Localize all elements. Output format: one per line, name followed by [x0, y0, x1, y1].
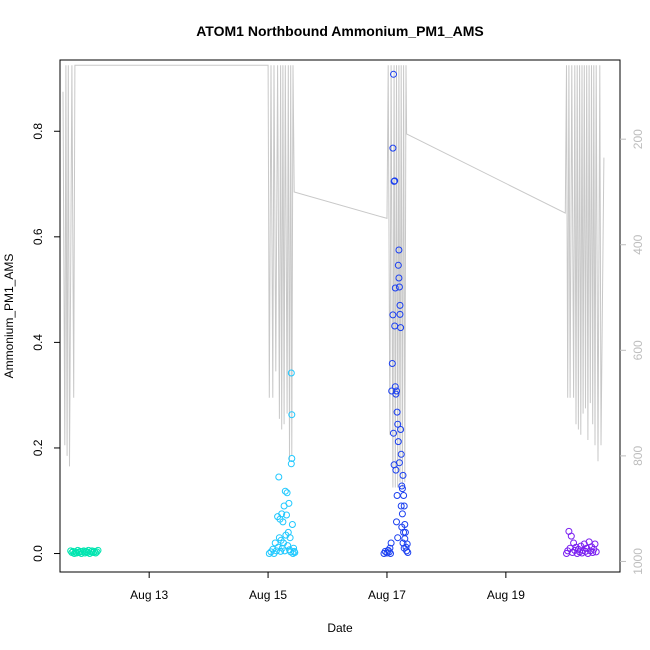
data-point — [396, 301, 404, 309]
data-point — [401, 528, 409, 536]
data-point — [388, 360, 396, 367]
y-tick-label: 0.4 — [31, 334, 45, 351]
data-point — [395, 459, 403, 467]
data-point — [393, 518, 400, 526]
data-point — [401, 521, 409, 528]
data-point — [397, 450, 405, 458]
data-point — [397, 502, 405, 510]
data-point — [272, 547, 280, 555]
data-point — [286, 534, 294, 542]
data-point — [390, 70, 397, 78]
data-point — [265, 550, 273, 557]
x-tick-label: Aug 15 — [249, 588, 287, 602]
data-point — [392, 466, 400, 474]
data-point — [387, 550, 394, 557]
data-point — [398, 485, 406, 493]
data-point — [288, 411, 296, 419]
y-axis-label: Ammonium_PM1_AMS — [2, 254, 16, 379]
data-point — [386, 544, 394, 552]
data-point — [394, 261, 402, 269]
data-point — [404, 549, 412, 556]
data-point — [592, 548, 600, 556]
data-point — [400, 502, 408, 510]
data-point — [396, 310, 404, 318]
data-point — [400, 492, 408, 499]
data-point — [275, 473, 283, 481]
pressure-line-layer — [62, 64, 605, 488]
y2-tick-label: 600 — [631, 340, 645, 360]
data-point — [283, 489, 291, 497]
y-tick-label: 0.8 — [31, 123, 45, 140]
data-point — [389, 144, 397, 152]
series-2 — [265, 369, 299, 557]
data-point — [398, 510, 406, 518]
y-axis-right: 200 400 600 800 1000 — [620, 129, 645, 575]
data-point — [393, 492, 401, 499]
series-1 — [67, 546, 102, 557]
y-axis-left: 0.0 0.2 0.4 0.6 0.8 — [31, 123, 60, 562]
data-point — [395, 274, 403, 282]
data-point — [397, 324, 405, 332]
data-point — [399, 471, 407, 479]
data-point — [283, 511, 290, 519]
data-point — [393, 408, 401, 416]
data-point — [394, 534, 402, 542]
data-point — [385, 548, 393, 556]
data-point — [403, 540, 411, 548]
series-4 — [563, 527, 600, 557]
x-tick-label: Aug 19 — [487, 588, 525, 602]
chart-title: ATOM1 Northbound Ammonium_PM1_AMS — [196, 23, 484, 39]
data-point — [403, 547, 411, 555]
data-point — [591, 540, 599, 548]
data-point — [288, 521, 296, 528]
data-point — [391, 284, 399, 292]
x-tick-label: Aug 17 — [368, 588, 406, 602]
data-point — [392, 390, 400, 398]
data-point — [288, 455, 296, 462]
data-point — [397, 426, 405, 433]
x-axis-label: Date — [327, 621, 353, 635]
data-point — [391, 383, 399, 391]
data-point — [287, 369, 295, 377]
data-point — [389, 311, 397, 319]
data-point — [287, 460, 295, 468]
data-point — [390, 429, 397, 437]
data-point — [395, 246, 403, 254]
data-point — [387, 539, 395, 547]
x-tick-label: Aug 13 — [130, 588, 168, 602]
x-axis: Aug 13 Aug 15 Aug 17 Aug 19 — [130, 572, 525, 602]
y2-tick-label: 200 — [631, 129, 645, 149]
data-point — [567, 532, 575, 540]
y-tick-label: 0.0 — [31, 545, 45, 562]
pressure-line — [62, 64, 605, 488]
data-point — [393, 387, 400, 395]
data-points-layer — [67, 70, 600, 557]
data-point — [279, 518, 287, 526]
series-3 — [380, 70, 412, 557]
data-point — [93, 548, 101, 556]
data-point — [281, 487, 289, 495]
data-point — [278, 510, 286, 518]
data-point — [394, 438, 402, 446]
data-point — [285, 499, 293, 507]
data-point — [391, 177, 399, 185]
data-point — [394, 420, 402, 428]
data-point — [271, 539, 279, 547]
y2-tick-label: 800 — [631, 446, 645, 466]
data-point — [291, 549, 299, 556]
y2-tick-label: 1000 — [631, 548, 645, 575]
data-point — [290, 544, 298, 552]
data-point — [94, 546, 102, 554]
y2-tick-label: 400 — [631, 234, 645, 254]
plot-frame — [59, 59, 621, 573]
y-tick-label: 0.2 — [31, 439, 45, 456]
data-point — [589, 549, 597, 556]
data-point — [284, 542, 292, 550]
data-point — [395, 283, 403, 291]
y-tick-label: 0.6 — [31, 228, 45, 245]
data-point — [398, 482, 406, 490]
